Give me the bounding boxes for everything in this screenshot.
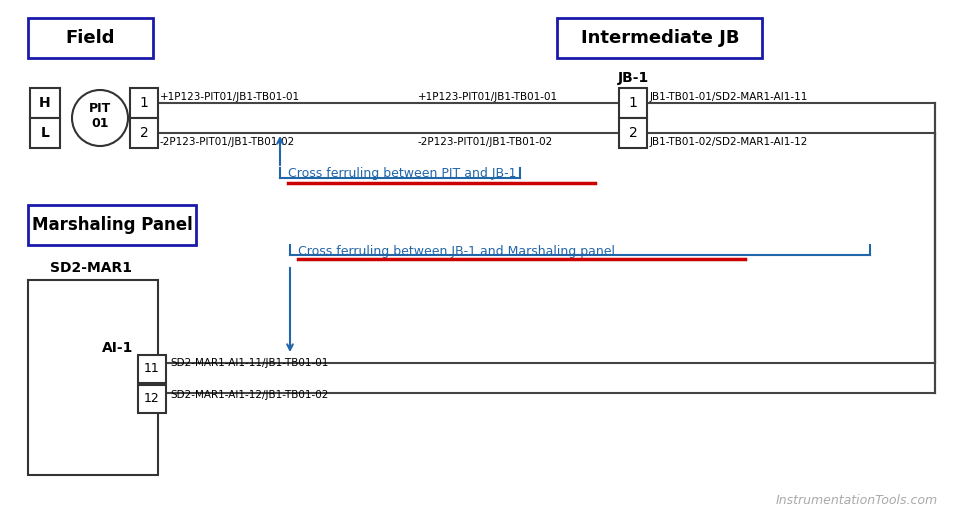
Text: Cross ferruling between PIT and JB-1: Cross ferruling between PIT and JB-1 bbox=[288, 167, 516, 181]
Text: SD2-MAR1-AI1-12/JB1-TB01-02: SD2-MAR1-AI1-12/JB1-TB01-02 bbox=[170, 390, 328, 400]
Bar bbox=[130, 118, 158, 148]
Text: JB1-TB01-02/SD2-MAR1-AI1-12: JB1-TB01-02/SD2-MAR1-AI1-12 bbox=[650, 137, 808, 147]
Text: Field: Field bbox=[65, 29, 115, 47]
Text: JB1-TB01-01/SD2-MAR1-AI1-11: JB1-TB01-01/SD2-MAR1-AI1-11 bbox=[650, 92, 808, 102]
Text: SD2-MAR1-AI1-11/JB1-TB01-01: SD2-MAR1-AI1-11/JB1-TB01-01 bbox=[170, 358, 328, 368]
Text: Marshaling Panel: Marshaling Panel bbox=[32, 216, 192, 234]
Text: 2: 2 bbox=[629, 126, 637, 140]
Text: 12: 12 bbox=[144, 393, 160, 405]
Bar bbox=[28, 280, 158, 475]
Bar bbox=[619, 88, 647, 118]
Text: -2P123-PIT01/JB1-TB01-02: -2P123-PIT01/JB1-TB01-02 bbox=[160, 137, 296, 147]
Text: AI-1: AI-1 bbox=[102, 341, 133, 355]
Text: +1P123-PIT01/JB1-TB01-01: +1P123-PIT01/JB1-TB01-01 bbox=[418, 92, 558, 102]
Text: InstrumentationTools.com: InstrumentationTools.com bbox=[776, 494, 938, 507]
Text: PIT
01: PIT 01 bbox=[89, 102, 111, 130]
Bar bbox=[28, 18, 153, 58]
Text: SD2-MAR1: SD2-MAR1 bbox=[50, 261, 132, 275]
Text: -2P123-PIT01/JB1-TB01-02: -2P123-PIT01/JB1-TB01-02 bbox=[418, 137, 553, 147]
Bar bbox=[30, 88, 60, 118]
Bar bbox=[138, 355, 166, 383]
Text: 2: 2 bbox=[139, 126, 149, 140]
Text: L: L bbox=[40, 126, 49, 140]
Bar bbox=[130, 88, 158, 118]
Text: 1: 1 bbox=[629, 96, 637, 110]
Circle shape bbox=[72, 90, 128, 146]
Bar bbox=[138, 385, 166, 413]
Text: +1P123-PIT01/JB1-TB01-01: +1P123-PIT01/JB1-TB01-01 bbox=[160, 92, 300, 102]
Bar bbox=[30, 118, 60, 148]
Bar bbox=[557, 18, 762, 58]
Text: 1: 1 bbox=[139, 96, 149, 110]
Text: Intermediate JB: Intermediate JB bbox=[581, 29, 739, 47]
Text: JB-1: JB-1 bbox=[617, 71, 649, 85]
Bar bbox=[28, 205, 196, 245]
Text: 11: 11 bbox=[144, 362, 160, 375]
Text: H: H bbox=[39, 96, 51, 110]
Text: Cross ferruling between JB-1 and Marshaling panel: Cross ferruling between JB-1 and Marshal… bbox=[298, 245, 615, 257]
Bar bbox=[619, 118, 647, 148]
